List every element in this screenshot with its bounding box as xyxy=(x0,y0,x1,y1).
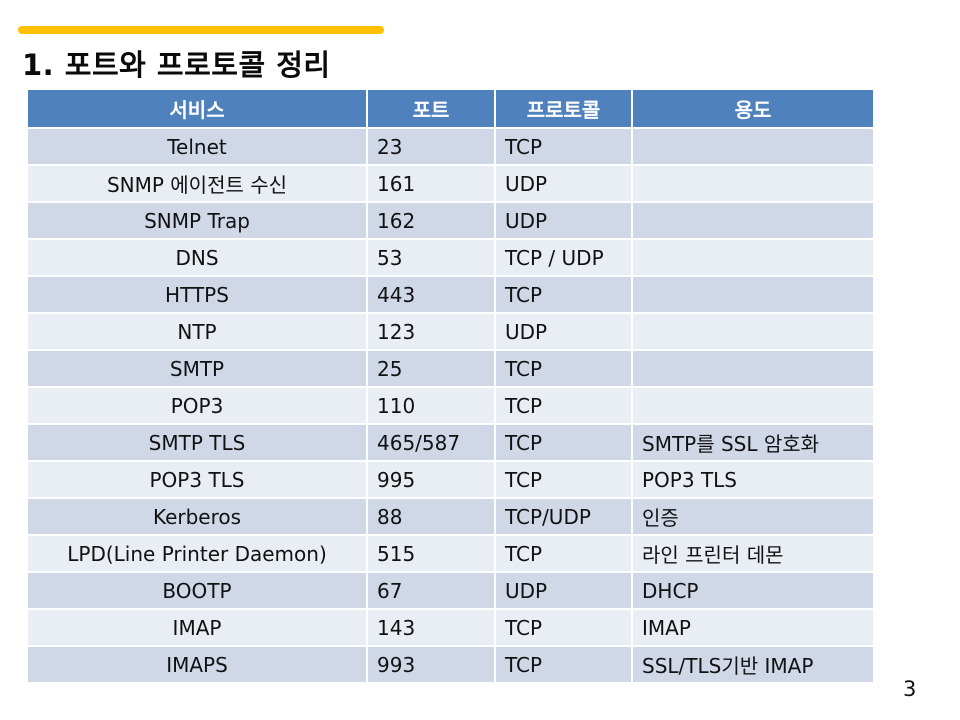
table-row: HTTPS 443 TCP xyxy=(26,275,875,314)
cell-service: POP3 TLS xyxy=(26,460,368,499)
title-accent-bar xyxy=(18,26,384,34)
table-row: IMAPS 993 TCP SSL/TLS기반 IMAP xyxy=(26,645,875,684)
cell-protocol: UDP xyxy=(494,164,633,203)
cell-protocol: TCP xyxy=(494,460,633,499)
cell-usage xyxy=(631,275,875,314)
header-port: 포트 xyxy=(366,88,496,129)
cell-service: DNS xyxy=(26,238,368,277)
cell-usage xyxy=(631,164,875,203)
table-row: DNS 53 TCP / UDP xyxy=(26,238,875,277)
table-row: Kerberos 88 TCP/UDP 인증 xyxy=(26,497,875,536)
table-row: BOOTP 67 UDP DHCP xyxy=(26,571,875,610)
table-row: Telnet 23 TCP xyxy=(26,127,875,166)
cell-protocol: TCP xyxy=(494,275,633,314)
table-header-row: 서비스 포트 프로토콜 용도 xyxy=(26,88,875,129)
cell-usage xyxy=(631,238,875,277)
cell-usage: POP3 TLS xyxy=(631,460,875,499)
table-row: SNMP Trap 162 UDP xyxy=(26,201,875,240)
cell-service: Telnet xyxy=(26,127,368,166)
cell-usage xyxy=(631,201,875,240)
cell-port: 993 xyxy=(366,645,496,684)
cell-usage xyxy=(631,127,875,166)
cell-usage: 인증 xyxy=(631,497,875,536)
cell-port: 23 xyxy=(366,127,496,166)
cell-port: 123 xyxy=(366,312,496,351)
cell-port: 161 xyxy=(366,164,496,203)
cell-usage: SMTP를 SSL 암호화 xyxy=(631,423,875,462)
cell-protocol: TCP xyxy=(494,608,633,647)
table-row: SNMP 에이전트 수신 161 UDP xyxy=(26,164,875,203)
cell-protocol: TCP xyxy=(494,386,633,425)
cell-port: 162 xyxy=(366,201,496,240)
cell-protocol: TCP xyxy=(494,127,633,166)
header-service: 서비스 xyxy=(26,88,368,129)
cell-service: POP3 xyxy=(26,386,368,425)
cell-service: HTTPS xyxy=(26,275,368,314)
cell-protocol: TCP xyxy=(494,534,633,573)
cell-service: SNMP 에이전트 수신 xyxy=(26,164,368,203)
cell-protocol: UDP xyxy=(494,201,633,240)
table-row: LPD(Line Printer Daemon) 515 TCP 라인 프린터 … xyxy=(26,534,875,573)
cell-usage: SSL/TLS기반 IMAP xyxy=(631,645,875,684)
cell-port: 995 xyxy=(366,460,496,499)
cell-port: 443 xyxy=(366,275,496,314)
cell-service: BOOTP xyxy=(26,571,368,610)
cell-protocol: UDP xyxy=(494,571,633,610)
table-row: NTP 123 UDP xyxy=(26,312,875,351)
cell-service: LPD(Line Printer Daemon) xyxy=(26,534,368,573)
table-row: SMTP 25 TCP xyxy=(26,349,875,388)
cell-service: IMAP xyxy=(26,608,368,647)
cell-protocol: TCP/UDP xyxy=(494,497,633,536)
cell-protocol: TCP xyxy=(494,349,633,388)
slide-title: 1. 포트와 프로토콜 정리 xyxy=(22,48,331,82)
cell-port: 465/587 xyxy=(366,423,496,462)
ports-protocols-table: 서비스 포트 프로토콜 용도 Telnet 23 TCP SNMP 에이전트 수… xyxy=(26,88,875,684)
page-number: 3 xyxy=(903,677,917,701)
cell-port: 25 xyxy=(366,349,496,388)
cell-service: SNMP Trap xyxy=(26,201,368,240)
cell-protocol: UDP xyxy=(494,312,633,351)
cell-port: 515 xyxy=(366,534,496,573)
cell-protocol: TCP xyxy=(494,423,633,462)
cell-protocol: TCP / UDP xyxy=(494,238,633,277)
cell-usage: IMAP xyxy=(631,608,875,647)
table-row: POP3 110 TCP xyxy=(26,386,875,425)
cell-port: 67 xyxy=(366,571,496,610)
cell-port: 88 xyxy=(366,497,496,536)
cell-port: 110 xyxy=(366,386,496,425)
cell-service: NTP xyxy=(26,312,368,351)
table-row: SMTP TLS 465/587 TCP SMTP를 SSL 암호화 xyxy=(26,423,875,462)
table-row: IMAP 143 TCP IMAP xyxy=(26,608,875,647)
cell-port: 53 xyxy=(366,238,496,277)
cell-port: 143 xyxy=(366,608,496,647)
cell-service: Kerberos xyxy=(26,497,368,536)
cell-service: IMAPS xyxy=(26,645,368,684)
header-usage: 용도 xyxy=(631,88,875,129)
header-protocol: 프로토콜 xyxy=(494,88,633,129)
table-row: POP3 TLS 995 TCP POP3 TLS xyxy=(26,460,875,499)
cell-usage xyxy=(631,386,875,425)
cell-usage: 라인 프린터 데몬 xyxy=(631,534,875,573)
cell-usage xyxy=(631,312,875,351)
cell-service: SMTP xyxy=(26,349,368,388)
cell-protocol: TCP xyxy=(494,645,633,684)
cell-usage: DHCP xyxy=(631,571,875,610)
cell-usage xyxy=(631,349,875,388)
cell-service: SMTP TLS xyxy=(26,423,368,462)
